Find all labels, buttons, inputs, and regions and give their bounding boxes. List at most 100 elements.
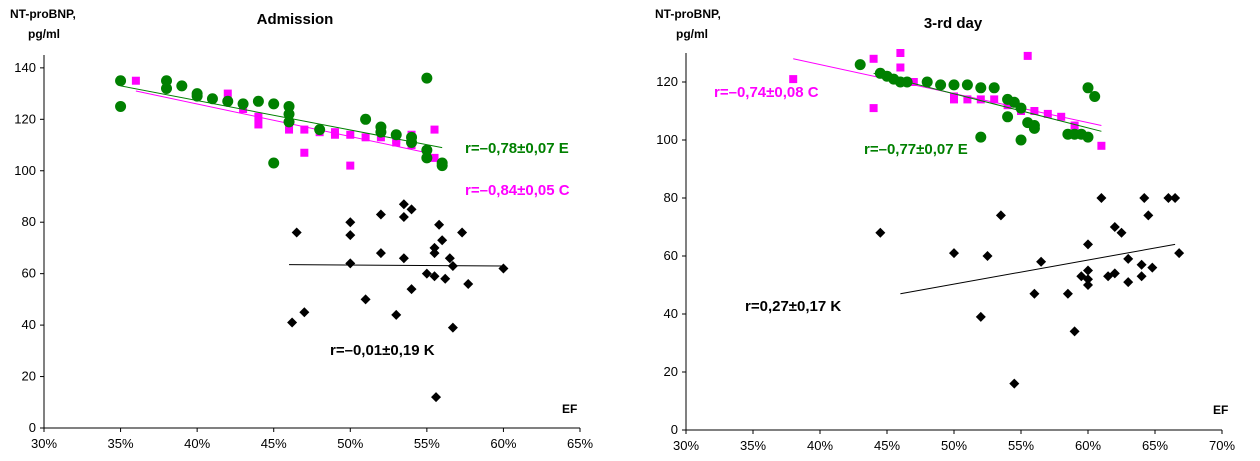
circle-marker (115, 100, 127, 112)
diamond-marker (447, 322, 458, 333)
square-marker (430, 153, 439, 162)
circle-marker (161, 82, 173, 94)
square-marker (254, 120, 263, 129)
square-marker (789, 75, 798, 84)
diamond-marker (431, 392, 442, 403)
diamond-marker (1147, 262, 1158, 273)
y-axis-label-line1: NT-proBNP, (655, 7, 721, 21)
square-marker (869, 54, 878, 63)
diamond-marker (1116, 227, 1127, 238)
diamond-marker (360, 294, 371, 305)
circle-marker (1015, 134, 1027, 146)
y-tick-label: 80 (664, 190, 678, 205)
diamond-marker (1062, 288, 1073, 299)
square-marker (1023, 51, 1032, 60)
circle-marker (268, 98, 280, 110)
diamond-marker (398, 253, 409, 264)
diamond-marker (875, 227, 886, 238)
circle-marker (436, 160, 448, 172)
circle-marker (268, 157, 280, 169)
x-tick-label: 65% (567, 436, 593, 451)
y-tick-label: 80 (22, 214, 36, 229)
circle-marker (252, 95, 264, 107)
y-axis-label-line2: pg/ml (28, 27, 60, 41)
circle-marker (375, 126, 387, 138)
square-marker (1097, 141, 1106, 150)
diamond-marker (440, 273, 451, 284)
y-tick-label: 0 (29, 420, 36, 435)
circle-marker (421, 72, 433, 84)
diamond-marker (1174, 248, 1185, 259)
diamond-marker (1083, 280, 1093, 290)
circle-marker (283, 100, 295, 112)
diamond-marker (995, 210, 1006, 221)
square-marker (1070, 121, 1079, 130)
chart-admission: 0 20 40 60 80 100 120 140 30% 35% 40% 45% 50% 55% 60% 6… (10, 7, 593, 451)
x-tick-label: 50% (337, 436, 363, 451)
y-tick-label: 140 (14, 60, 36, 75)
diamond-marker (1163, 193, 1174, 203)
circle-marker (191, 90, 203, 102)
diamond-marker (406, 204, 417, 215)
circle-marker (390, 129, 402, 141)
y-tick-label: 120 (14, 111, 36, 126)
diamond-marker (498, 263, 509, 274)
correlation-annotation: r=–0,01±0,19 K (330, 342, 435, 359)
x-tick-label: 35% (108, 436, 134, 451)
x-tick-label: 40% (807, 438, 833, 453)
circle-marker (283, 108, 295, 120)
diamond-marker (429, 248, 440, 259)
diamond-marker (1036, 256, 1047, 267)
square-marker (1043, 109, 1052, 118)
diamond-marker (1109, 268, 1120, 279)
diamond-marker (345, 230, 356, 241)
diamond-marker (457, 227, 468, 238)
diamond-marker (1170, 193, 1181, 203)
x-tick-label: 45% (261, 436, 287, 451)
circle-marker (222, 95, 234, 107)
diamond-marker (299, 307, 310, 318)
square-marker (976, 95, 985, 104)
square-marker (990, 95, 999, 104)
square-marker (223, 89, 232, 98)
x-tick-label: 30% (673, 438, 699, 453)
diamond-marker (975, 311, 986, 322)
square-marker (346, 161, 355, 170)
y-tick-label: 20 (22, 369, 36, 384)
circle-marker (854, 59, 866, 71)
diamond-marker (949, 248, 959, 259)
y-tick-label: 40 (22, 317, 36, 332)
square-marker (896, 49, 905, 57)
x-tick-label: 40% (184, 436, 210, 451)
diamond-marker (1123, 253, 1134, 264)
x-tick-label: 70% (1209, 438, 1235, 453)
square-marker (285, 125, 294, 134)
diamond-marker (429, 271, 440, 282)
correlation-annotation: r=–0,78±0,07 E (465, 140, 569, 157)
circle-marker (161, 75, 173, 87)
circle-marker (314, 124, 326, 136)
square-marker (950, 95, 958, 104)
diamond-marker (1009, 378, 1020, 389)
circle-marker (115, 75, 127, 87)
diamond-marker (437, 235, 448, 246)
circle-marker (1082, 82, 1094, 94)
x-tick-label: 55% (1008, 438, 1034, 453)
circle-marker (206, 93, 218, 105)
diamond-marker (1069, 326, 1080, 337)
square-marker (896, 63, 905, 72)
series-k: r=0,27±0,17 K (745, 193, 1185, 389)
y-tick-label: 40 (664, 306, 678, 321)
series-k: r=–0,01±0,19 K (287, 199, 509, 403)
diamond-marker (434, 219, 445, 230)
correlation-annotation: r=0,27±0,17 K (745, 298, 841, 315)
y-tick-label: 60 (664, 248, 678, 263)
diamond-marker (291, 227, 302, 238)
square-marker (392, 138, 401, 147)
square-marker (131, 76, 140, 85)
y-tick-label: 60 (22, 266, 36, 281)
diamond-marker (375, 209, 386, 220)
diamond-marker (1096, 193, 1107, 203)
y-axis-label-line1: NT-proBNP, (10, 7, 76, 21)
diamond-marker (1029, 288, 1040, 299)
